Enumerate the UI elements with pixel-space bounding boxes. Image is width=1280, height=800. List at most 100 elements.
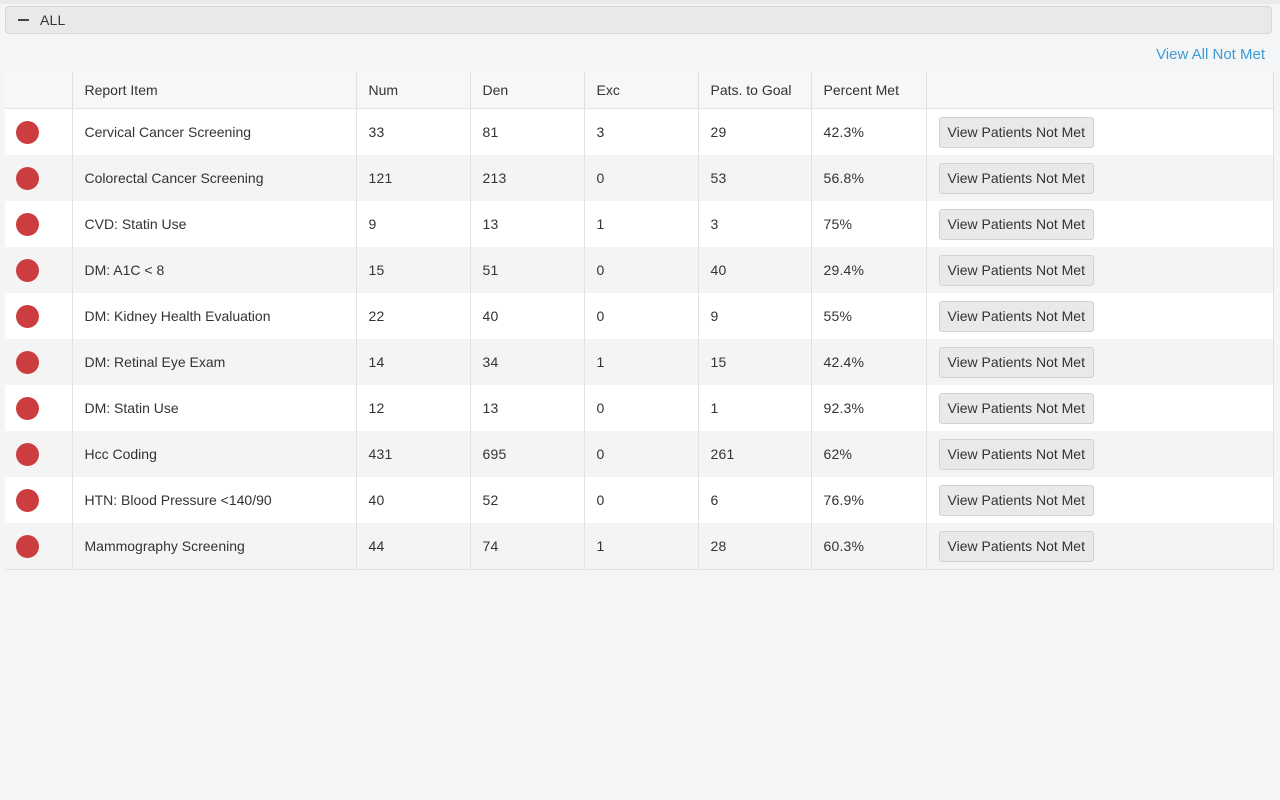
exc-value: 1 <box>584 523 699 570</box>
view-patients-not-met-button[interactable]: View Patients Not Met <box>938 484 1094 516</box>
report-item: DM: Statin Use <box>72 385 357 431</box>
status-dot-icon <box>16 120 39 144</box>
panel-header-all[interactable]: ALL <box>5 6 1272 34</box>
num-value: 22 <box>356 293 471 339</box>
pats-to-goal-value: 53 <box>698 155 812 201</box>
panel-title: ALL <box>40 12 66 28</box>
num-value: 33 <box>356 108 471 155</box>
table-row: DM: Retinal Eye Exam 14 34 1 15 42.4% Vi… <box>5 339 1274 385</box>
col-header-percent-met[interactable]: Percent Met <box>811 72 927 109</box>
view-patients-not-met-button[interactable]: View Patients Not Met <box>938 346 1094 378</box>
num-value: 44 <box>356 523 471 570</box>
col-header-status <box>5 72 73 109</box>
num-value: 15 <box>356 247 471 293</box>
num-value: 12 <box>356 385 471 431</box>
col-header-num[interactable]: Num <box>356 72 471 109</box>
report-item: Mammography Screening <box>72 523 357 570</box>
table-row: HTN: Blood Pressure <140/90 40 52 0 6 76… <box>5 477 1274 523</box>
pats-to-goal-value: 40 <box>698 247 812 293</box>
status-cell <box>5 247 73 293</box>
col-header-pats-to-goal[interactable]: Pats. to Goal <box>698 72 812 109</box>
exc-value: 1 <box>584 201 699 247</box>
percent-met-value: 55% <box>811 293 927 339</box>
action-cell: View Patients Not Met <box>926 477 1274 523</box>
pats-to-goal-value: 6 <box>698 477 812 523</box>
table-row: DM: Kidney Health Evaluation 22 40 0 9 5… <box>5 293 1274 339</box>
status-dot-icon <box>16 442 39 466</box>
view-patients-not-met-button[interactable]: View Patients Not Met <box>938 300 1094 332</box>
action-cell: View Patients Not Met <box>926 155 1274 201</box>
percent-met-value: 29.4% <box>811 247 927 293</box>
den-value: 74 <box>470 523 585 570</box>
percent-met-value: 42.4% <box>811 339 927 385</box>
action-cell: View Patients Not Met <box>926 523 1274 570</box>
percent-met-value: 75% <box>811 201 927 247</box>
col-header-exc[interactable]: Exc <box>584 72 699 109</box>
status-dot-icon <box>16 488 39 512</box>
status-dot-icon <box>16 166 39 190</box>
report-item: DM: Kidney Health Evaluation <box>72 293 357 339</box>
exc-value: 0 <box>584 385 699 431</box>
report-table: Report Item Num Den Exc Pats. to Goal Pe… <box>5 72 1274 570</box>
view-patients-not-met-button[interactable]: View Patients Not Met <box>938 530 1094 562</box>
view-all-not-met-link[interactable]: View All Not Met <box>1156 46 1265 63</box>
status-cell <box>5 155 73 201</box>
status-dot-icon <box>16 212 39 236</box>
view-patients-not-met-button[interactable]: View Patients Not Met <box>938 254 1094 286</box>
status-cell <box>5 385 73 431</box>
table-row: DM: Statin Use 12 13 0 1 92.3% View Pati… <box>5 385 1274 431</box>
col-header-report-item[interactable]: Report Item <box>72 72 357 109</box>
num-value: 14 <box>356 339 471 385</box>
action-cell: View Patients Not Met <box>926 339 1274 385</box>
exc-value: 3 <box>584 108 699 155</box>
percent-met-value: 56.8% <box>811 155 927 201</box>
view-patients-not-met-button[interactable]: View Patients Not Met <box>938 392 1094 424</box>
status-cell <box>5 477 73 523</box>
report-item: HTN: Blood Pressure <140/90 <box>72 477 357 523</box>
percent-met-value: 62% <box>811 431 927 477</box>
den-value: 40 <box>470 293 585 339</box>
view-patients-not-met-button[interactable]: View Patients Not Met <box>938 162 1094 194</box>
status-dot-icon <box>16 258 39 282</box>
status-cell <box>5 523 73 570</box>
status-dot-icon <box>16 304 39 328</box>
col-header-actions <box>926 72 1274 109</box>
percent-met-value: 42.3% <box>811 108 927 155</box>
den-value: 695 <box>470 431 585 477</box>
status-cell <box>5 108 73 155</box>
table-row: DM: A1C < 8 15 51 0 40 29.4% View Patien… <box>5 247 1274 293</box>
status-cell <box>5 431 73 477</box>
minus-icon[interactable] <box>18 19 29 21</box>
den-value: 52 <box>470 477 585 523</box>
action-cell: View Patients Not Met <box>926 108 1274 155</box>
den-value: 13 <box>470 201 585 247</box>
action-cell: View Patients Not Met <box>926 431 1274 477</box>
exc-value: 0 <box>584 477 699 523</box>
pats-to-goal-value: 29 <box>698 108 812 155</box>
num-value: 121 <box>356 155 471 201</box>
exc-value: 0 <box>584 431 699 477</box>
view-patients-not-met-button[interactable]: View Patients Not Met <box>938 116 1094 148</box>
col-header-den[interactable]: Den <box>470 72 585 109</box>
status-cell <box>5 339 73 385</box>
status-cell <box>5 293 73 339</box>
den-value: 51 <box>470 247 585 293</box>
exc-value: 0 <box>584 247 699 293</box>
table-row: Cervical Cancer Screening 33 81 3 29 42.… <box>5 108 1274 155</box>
percent-met-value: 76.9% <box>811 477 927 523</box>
den-value: 81 <box>470 108 585 155</box>
action-cell: View Patients Not Met <box>926 247 1274 293</box>
status-dot-icon <box>16 350 39 374</box>
pats-to-goal-value: 3 <box>698 201 812 247</box>
den-value: 213 <box>470 155 585 201</box>
table-row: Hcc Coding 431 695 0 261 62% View Patien… <box>5 431 1274 477</box>
exc-value: 1 <box>584 339 699 385</box>
view-patients-not-met-button[interactable]: View Patients Not Met <box>938 208 1094 240</box>
view-patients-not-met-button[interactable]: View Patients Not Met <box>938 438 1094 470</box>
pats-to-goal-value: 261 <box>698 431 812 477</box>
table-row: Colorectal Cancer Screening 121 213 0 53… <box>5 155 1274 201</box>
action-cell: View Patients Not Met <box>926 293 1274 339</box>
percent-met-value: 60.3% <box>811 523 927 570</box>
pats-to-goal-value: 9 <box>698 293 812 339</box>
report-item: Colorectal Cancer Screening <box>72 155 357 201</box>
